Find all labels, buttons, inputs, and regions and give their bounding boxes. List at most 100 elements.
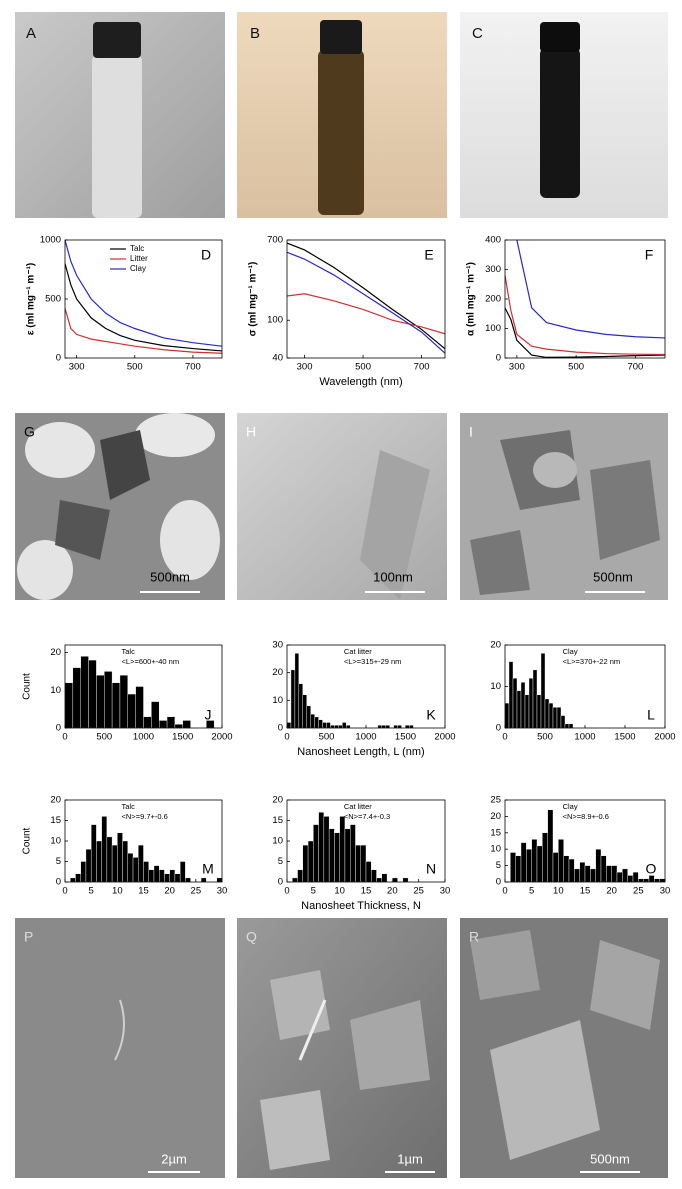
bar [127,693,136,728]
x-tick-label: 5 [311,886,316,897]
bar [200,877,207,882]
panel-label: D [201,247,211,263]
tem-i: 500nm I [460,413,668,600]
x-tick-label: 2000 [654,732,675,743]
bar [643,878,650,882]
y-axis-label: Count [22,827,33,854]
bar [344,828,351,882]
bar [298,683,304,728]
bar [532,669,538,728]
x-tick-label: 0 [284,732,289,743]
bar [158,869,165,882]
x-tick-label: 500 [127,362,143,373]
plot-area [287,653,414,728]
plot-frame [504,799,666,883]
bar [169,869,176,882]
bar [143,716,152,728]
bar [540,653,546,728]
scale-bar-label: 2µm [161,1151,187,1166]
bar [292,877,298,882]
bar [346,725,351,728]
bar [148,869,155,882]
bar [548,702,554,728]
bar [515,855,522,882]
bar [360,844,367,882]
y-tick-label: 40 [272,353,283,364]
bar [342,722,347,728]
plot-frame [286,644,446,729]
bar [326,722,331,728]
bar [111,844,118,882]
panel-label: I [469,424,473,440]
bar [290,669,296,728]
series-line [516,240,665,339]
bar [70,877,76,882]
bar [338,725,343,728]
annotation: <N>=8.9+-0.6 [563,812,609,821]
chart: 0 10 20 30 0 500 1000 1500 2000 Cat litter<L>=315… [272,640,455,758]
y-tick-label: 100 [485,323,501,334]
x-tick-label: 25 [191,886,202,897]
x-tick-label: 10 [553,886,564,897]
bar [600,855,607,882]
series-line [505,307,665,358]
chart: 0 100 200 300 400 300 500 700 Fα (ml mg⁻¹ m⁻¹) [466,235,666,373]
x-tick-label: 300 [69,362,85,373]
plot-frame [504,644,666,729]
bar [536,845,543,882]
panel-label: G [24,424,35,440]
chart: 0 5 10 15 20 0 5 10 15 20 25 30 Cat litter<N>=7.4+-0… [272,795,450,912]
bar [75,873,81,882]
bar [627,875,634,882]
bar [166,716,176,728]
bar [119,674,128,728]
x-tick-label: 20 [164,886,175,897]
plot-area [70,816,222,882]
bar [528,678,534,728]
bar [654,878,660,882]
y-tick-label: 15 [272,815,283,826]
x-tick-label: 2000 [211,732,232,743]
x-tick-label: 300 [509,362,525,373]
photo-a: A [15,12,225,218]
bar [520,682,526,728]
y-tick-label: 500 [45,294,61,305]
y-tick-label: 0 [56,877,61,888]
bar [560,715,566,728]
plot-area [510,809,665,882]
bar [322,722,327,728]
bar [174,873,181,882]
annotation: <N>=7.4+-0.3 [344,812,390,821]
y-tick-label: 0 [278,723,283,734]
series-line [505,275,665,356]
sem-p: 2µm P [15,918,225,1178]
x-tick-label: 5 [529,886,534,897]
bar [508,661,514,728]
bar [531,839,538,882]
bar [287,722,292,728]
bar [563,855,570,882]
bar [393,725,398,728]
x-tick-label: 15 [580,886,591,897]
bar [595,849,602,882]
plot-frame [64,644,223,729]
tem-h: 100nm H [237,413,447,600]
y-tick-label: 5 [56,856,61,867]
x-tick-label: 0 [62,732,67,743]
panel-label: P [24,929,33,945]
bar [302,844,309,882]
panel-label: K [426,707,436,723]
x-tick-label: 500 [568,362,584,373]
x-tick-label: 25 [413,886,424,897]
x-tick-label: 500 [319,732,335,743]
bar [88,659,97,728]
y-axis-label: Count [22,673,33,700]
tem-g: 500nm G [15,413,225,600]
y-tick-label: 10 [490,681,501,692]
bar [568,858,575,882]
bar [185,877,191,882]
bar [297,869,303,882]
bar [117,832,123,882]
